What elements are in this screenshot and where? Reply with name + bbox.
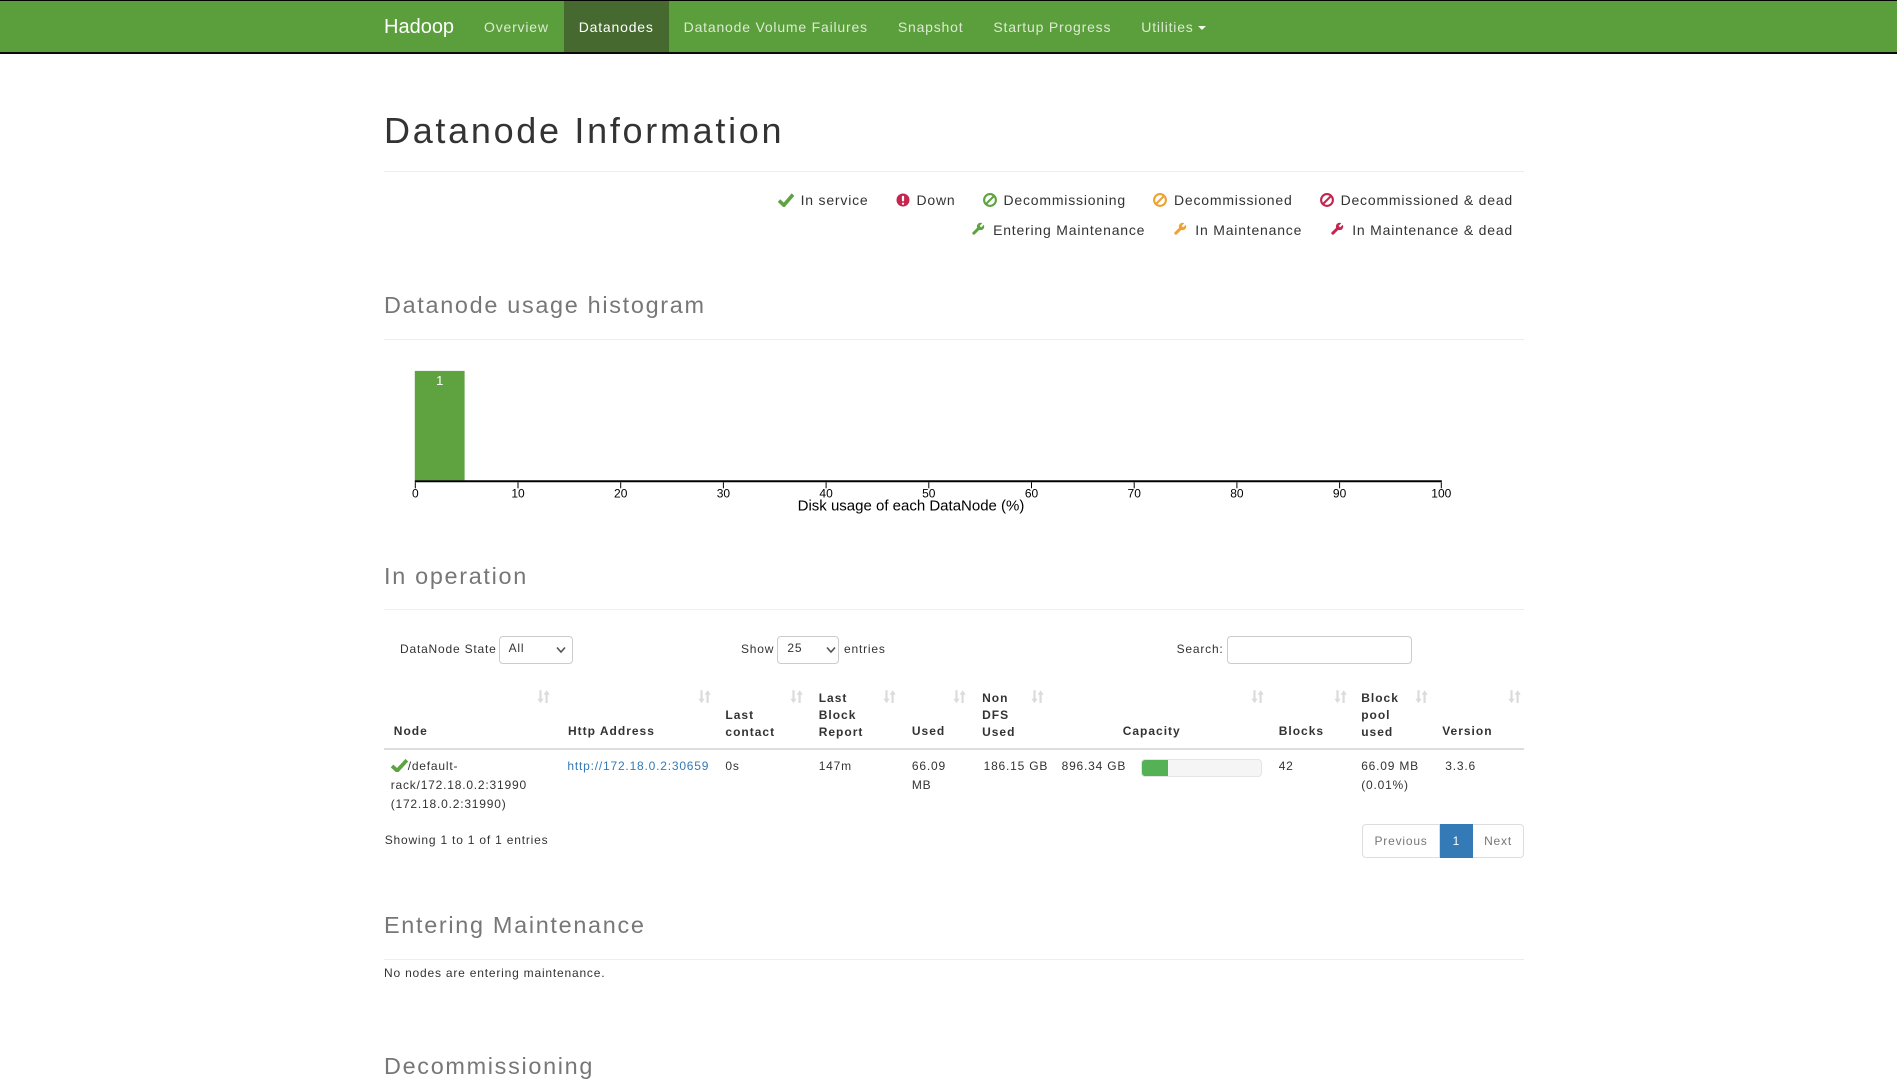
svg-text:30: 30: [717, 487, 731, 501]
svg-text:10: 10: [511, 487, 525, 501]
svg-text:90: 90: [1333, 487, 1347, 501]
svg-text:80: 80: [1230, 487, 1244, 501]
svg-text:1: 1: [436, 373, 443, 388]
svg-text:40: 40: [819, 487, 833, 501]
svg-text:60: 60: [1025, 487, 1039, 501]
svg-text:50: 50: [922, 487, 936, 501]
svg-text:Disk usage of each DataNode (%: Disk usage of each DataNode (%): [798, 497, 1025, 514]
svg-text:70: 70: [1128, 487, 1142, 501]
svg-text:20: 20: [614, 487, 628, 501]
svg-text:0: 0: [412, 487, 419, 501]
svg-text:100: 100: [1431, 487, 1451, 501]
